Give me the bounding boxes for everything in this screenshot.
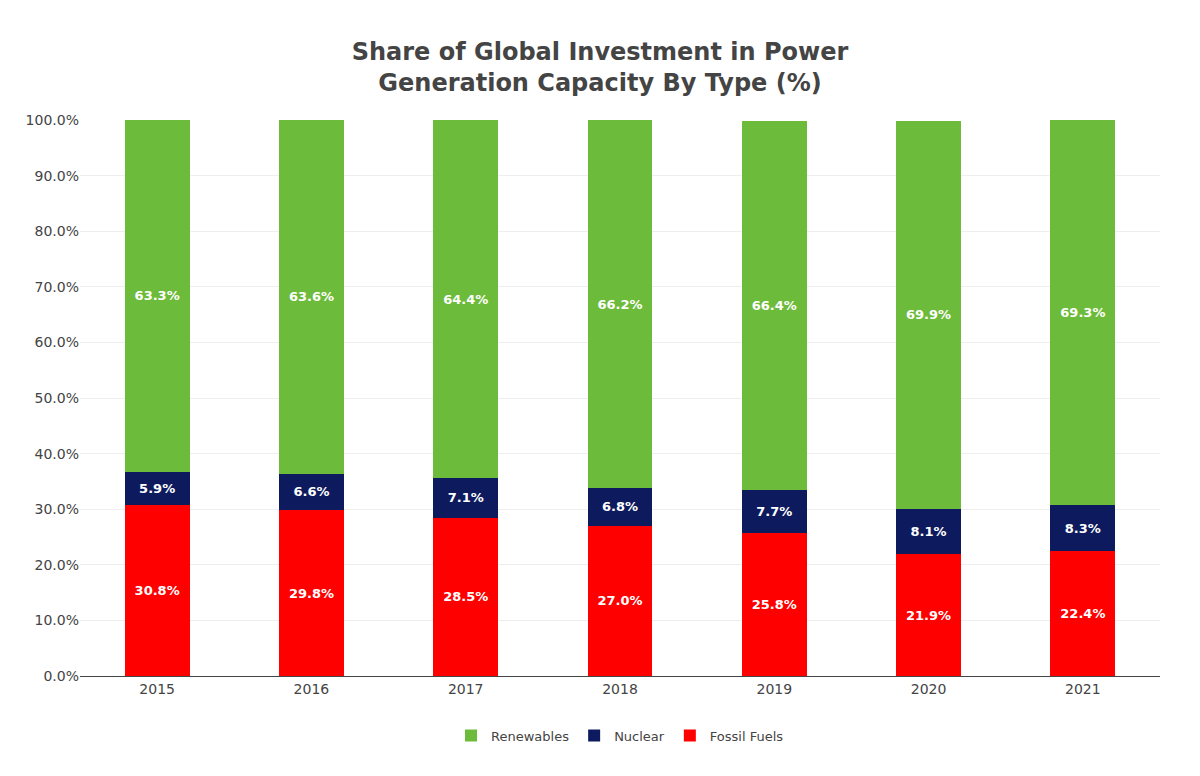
svg-text:30.0%: 30.0% (35, 501, 79, 517)
svg-text:25.8%: 25.8% (752, 597, 797, 612)
svg-text:40.0%: 40.0% (35, 446, 79, 462)
svg-text:50.0%: 50.0% (35, 390, 79, 406)
svg-text:2018: 2018 (602, 681, 638, 697)
svg-text:Renewables: Renewables (491, 729, 569, 744)
svg-text:0.0%: 0.0% (43, 668, 79, 684)
svg-text:29.8%: 29.8% (289, 586, 334, 601)
svg-text:2019: 2019 (756, 681, 792, 697)
svg-text:Fossil Fuels: Fossil Fuels (710, 729, 783, 744)
svg-text:2016: 2016 (294, 681, 330, 697)
svg-text:22.4%: 22.4% (1060, 606, 1105, 621)
svg-text:8.1%: 8.1% (911, 524, 947, 539)
svg-text:2015: 2015 (139, 681, 175, 697)
svg-text:28.5%: 28.5% (443, 589, 488, 604)
svg-text:30.8%: 30.8% (135, 583, 180, 598)
svg-text:27.0%: 27.0% (597, 593, 642, 608)
svg-text:63.3%: 63.3% (135, 288, 180, 303)
svg-text:80.0%: 80.0% (35, 223, 79, 239)
svg-text:2021: 2021 (1065, 681, 1101, 697)
svg-text:70.0%: 70.0% (35, 279, 79, 295)
svg-text:6.8%: 6.8% (602, 499, 638, 514)
svg-text:60.0%: 60.0% (35, 334, 79, 350)
svg-text:2017: 2017 (448, 681, 484, 697)
svg-text:63.6%: 63.6% (289, 289, 334, 304)
svg-text:66.4%: 66.4% (752, 298, 797, 313)
svg-text:66.2%: 66.2% (597, 297, 642, 312)
svg-text:7.7%: 7.7% (756, 504, 792, 519)
svg-text:2020: 2020 (911, 681, 947, 697)
svg-text:5.9%: 5.9% (139, 481, 175, 496)
svg-text:69.9%: 69.9% (906, 307, 951, 322)
svg-text:8.3%: 8.3% (1065, 521, 1101, 536)
svg-text:6.6%: 6.6% (293, 484, 329, 499)
svg-text:Share of Global Investment in: Share of Global Investment in PowerGener… (352, 38, 849, 97)
svg-text:100.0%: 100.0% (26, 112, 79, 128)
svg-text:64.4%: 64.4% (443, 292, 488, 307)
svg-text:Nuclear: Nuclear (614, 729, 665, 744)
svg-text:20.0%: 20.0% (35, 557, 79, 573)
svg-text:21.9%: 21.9% (906, 608, 951, 623)
svg-text:10.0%: 10.0% (35, 612, 79, 628)
svg-text:90.0%: 90.0% (35, 168, 79, 184)
svg-text:69.3%: 69.3% (1060, 305, 1105, 320)
svg-text:7.1%: 7.1% (448, 490, 484, 505)
